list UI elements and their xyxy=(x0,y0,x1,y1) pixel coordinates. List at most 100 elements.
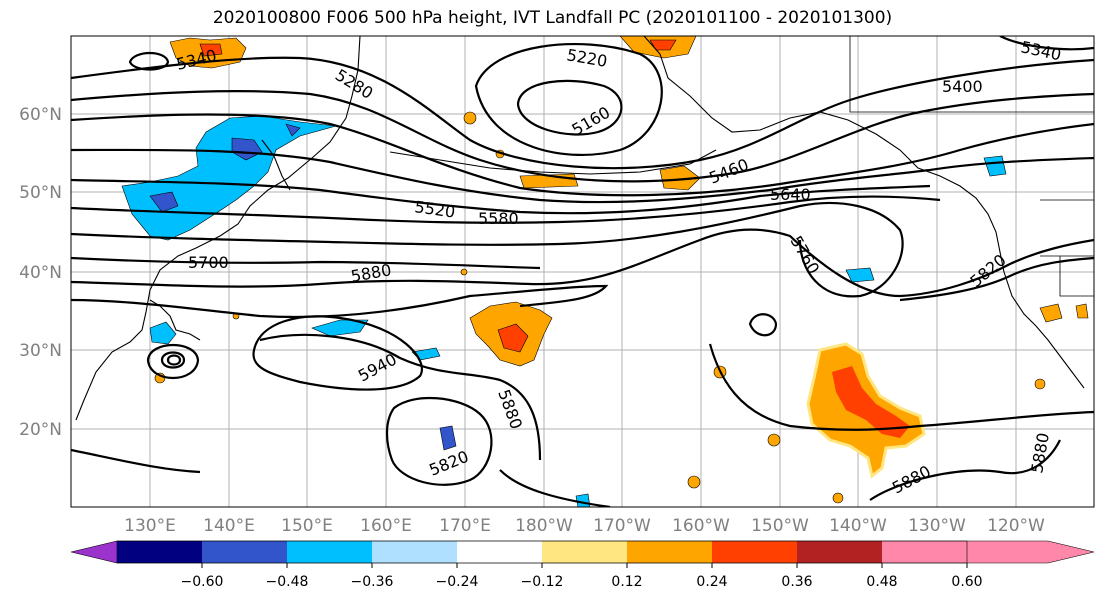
colorbar-ticks xyxy=(201,563,968,568)
colorbar-segment xyxy=(882,541,967,563)
coast-asia xyxy=(75,36,361,421)
colorbar-tick-labels: −0.60 −0.48 −0.36 −0.24 −0.12 0.12 0.24 … xyxy=(181,574,983,590)
height-contours xyxy=(71,36,1094,507)
latitude-labels: 60°N 50°N 40°N 30°N 20°N xyxy=(19,105,62,440)
contour-label: 5580 xyxy=(478,209,519,228)
contour-small-loop xyxy=(128,51,170,71)
lon-label: 140°W xyxy=(829,516,887,536)
ivt-positive-spot7 xyxy=(832,492,844,504)
contour-5580 xyxy=(71,195,941,224)
lon-label: 150°E xyxy=(281,516,333,536)
coastlines xyxy=(75,36,1094,421)
colorbar-tick-label: 0.24 xyxy=(696,574,727,590)
contour-typhoon-1 xyxy=(160,351,186,369)
lat-label: 40°N xyxy=(19,263,62,283)
colorbar-tick-label: 0.60 xyxy=(951,574,982,590)
contour-5520 xyxy=(71,178,931,215)
colorbar-segment xyxy=(372,541,457,563)
coast-aleutians xyxy=(389,149,717,175)
colorbar-segment xyxy=(797,541,882,563)
contour-typhoon-2 xyxy=(166,354,182,366)
contour-typhoon-3 xyxy=(146,343,200,380)
colorbar-segment xyxy=(457,541,542,563)
ivt-positive-coast2 xyxy=(1075,303,1089,319)
colorbar-tick-label: 0.48 xyxy=(866,574,897,590)
ivt-positive-coast xyxy=(1039,303,1063,323)
contour-5220 xyxy=(474,42,663,156)
lon-label: 120°W xyxy=(987,516,1045,536)
ivt-negative-pacific1 xyxy=(311,319,369,337)
contour-5160 xyxy=(516,79,623,136)
ivt-negative-regions xyxy=(121,115,1007,507)
ivt-positive-hawaii-core xyxy=(832,366,910,438)
colorbar-high-extend xyxy=(966,540,1095,564)
lat-label: 20°N xyxy=(19,420,62,440)
ivt-negative-asia-core2 xyxy=(149,191,179,213)
lon-label: 140°E xyxy=(203,516,255,536)
contour-5820-south xyxy=(385,396,493,486)
colorbar-segment xyxy=(202,541,287,563)
contour-5340 xyxy=(71,90,1094,183)
colorbar-tick-label: 0.12 xyxy=(611,574,642,590)
colorbar-segment xyxy=(542,541,627,563)
contour-5700 xyxy=(71,256,541,270)
lon-label: 150°W xyxy=(751,516,809,536)
lon-label: 170°W xyxy=(593,516,651,536)
lat-label: 60°N xyxy=(19,105,62,125)
ivt-negative-bc xyxy=(983,155,1007,177)
border-us xyxy=(1040,255,1094,297)
colorbar-segment xyxy=(287,541,372,563)
colorbar-tick-label: −0.60 xyxy=(181,574,224,590)
longitude-labels: 130°E 140°E 150°E 160°E 170°E 180°W 170°… xyxy=(124,516,1045,536)
contour-label: 5640 xyxy=(770,185,811,204)
contour-5760 xyxy=(71,228,1094,298)
ivt-negative-east xyxy=(845,267,875,283)
ivt-negative-pacific3 xyxy=(439,425,457,451)
contour-5880-se xyxy=(869,439,1061,501)
contour-5940 xyxy=(259,333,542,461)
border-canada-1 xyxy=(849,36,1094,113)
contour-south-2 xyxy=(499,469,611,507)
colorbar-tick-label: −0.48 xyxy=(266,574,309,590)
contour-5880-small xyxy=(748,313,778,337)
colorbar-tick-label: 0.36 xyxy=(781,574,812,590)
plot-frame xyxy=(70,35,1095,508)
ivt-positive-spot1 xyxy=(463,111,477,125)
ivt-positive-dateline-core xyxy=(497,323,529,353)
lat-label: 30°N xyxy=(19,341,62,361)
contour-5880-loop xyxy=(252,315,423,391)
colorbar-segment xyxy=(627,541,712,563)
ivt-positive-spot6 xyxy=(1034,378,1046,390)
colorbar-segment xyxy=(117,541,202,563)
colorbar-tick-label: −0.12 xyxy=(521,574,564,590)
contour-5280 xyxy=(71,56,1094,170)
lat-label: 50°N xyxy=(19,183,62,203)
colorbar-low-extend xyxy=(70,540,118,564)
lon-label: 180°W xyxy=(515,516,573,536)
colorbar-tick-label: −0.24 xyxy=(436,574,479,590)
ivt-negative-japan xyxy=(149,321,177,345)
contour-south-1 xyxy=(71,448,201,474)
colorbar: −0.60 −0.48 −0.36 −0.24 −0.12 0.12 0.24 … xyxy=(70,540,1095,590)
coast-alaska xyxy=(643,36,1085,389)
ivt-positive-spot5 xyxy=(687,475,701,489)
ivt-negative-asia-core xyxy=(231,137,263,161)
coast-kamchatka xyxy=(261,139,291,191)
lon-label: 160°E xyxy=(360,516,412,536)
contour-5460 xyxy=(71,148,1094,204)
lon-label: 130°W xyxy=(908,516,966,536)
ivt-positive-regions xyxy=(154,36,1089,504)
ivt-positive-spot9 xyxy=(460,268,468,276)
contour-label: 5700 xyxy=(188,253,229,272)
ivt-positive-alaska xyxy=(659,165,701,191)
colorbar-tick-label: −0.36 xyxy=(351,574,394,590)
ivt-negative-asia xyxy=(121,115,337,241)
colorbar-segment xyxy=(712,541,797,563)
contour-label: 5400 xyxy=(942,77,983,96)
map-title: 2020100800 F006 500 hPa height, IVT Land… xyxy=(212,8,893,28)
ivt-negative-asia-core3 xyxy=(285,123,301,137)
ivt-positive-spot4 xyxy=(767,433,781,447)
contour-5820-north xyxy=(71,256,1094,319)
contour-5400 xyxy=(71,113,1094,197)
lon-label: 160°W xyxy=(672,516,730,536)
